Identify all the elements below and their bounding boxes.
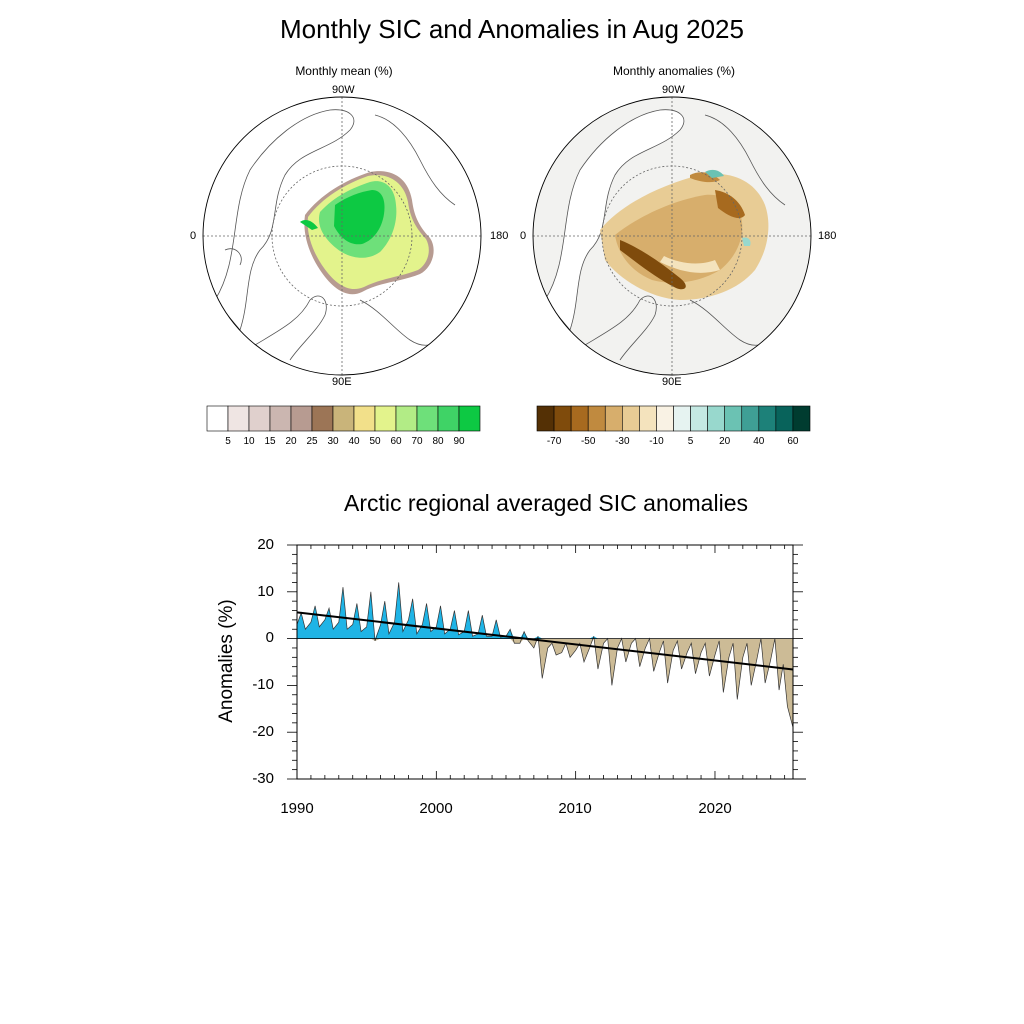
colorbar-box	[395, 405, 418, 432]
map1-colorbar	[206, 405, 481, 432]
colorbar-tick-label: -30	[615, 436, 630, 447]
colorbar-tick-label: 40	[348, 436, 360, 447]
colorbar-box	[673, 405, 691, 432]
colorbar-box	[311, 405, 334, 432]
colorbar-box	[707, 405, 725, 432]
timeseries-title: Arctic regional averaged SIC anomalies	[344, 490, 748, 516]
map2-boundary	[532, 96, 812, 376]
colorbar-box	[570, 405, 589, 432]
colorbar-box	[775, 405, 794, 432]
colorbar-box	[587, 405, 606, 432]
colorbar-tick-label: 50	[369, 436, 381, 447]
colorbar-box	[656, 405, 674, 432]
y-tick-label: 0	[265, 629, 274, 646]
map2-colorbar	[536, 405, 811, 432]
map1-lon-right: 180	[490, 230, 509, 242]
colorbar-box	[639, 405, 657, 432]
colorbar-tick-label: -70	[546, 436, 562, 447]
plot-frame	[296, 544, 794, 780]
map1-lon-bottom: 90E	[332, 376, 352, 388]
colorbar-tick-label: 10	[243, 436, 255, 447]
colorbar-box	[622, 405, 640, 432]
colorbar-box	[437, 405, 460, 432]
colorbar-tick-label: 30	[327, 436, 339, 447]
colorbar-box	[792, 405, 811, 432]
colorbar-tick-label: 15	[264, 436, 276, 447]
x-tick-label: 2010	[558, 800, 592, 817]
map2-lon-bottom: 90E	[662, 376, 682, 388]
colorbar-tick-label: 70	[411, 436, 423, 447]
colorbar-box	[353, 405, 376, 432]
x-tick-label: 2020	[698, 800, 732, 817]
colorbar-tick-label: 5	[225, 436, 231, 447]
y-tick-label: -30	[252, 770, 274, 787]
colorbar-tick-label: 5	[687, 436, 694, 447]
colorbar-tick-label: 60	[787, 436, 799, 447]
trend-line	[296, 611, 794, 671]
colorbar-box	[604, 405, 623, 432]
colorbar-tick-label: 40	[753, 436, 765, 447]
colorbar-box	[553, 405, 572, 432]
colorbar-box	[690, 405, 708, 432]
map1-lon-left: 0	[190, 230, 197, 242]
colorbar-box	[758, 405, 777, 432]
map1-lon-top: 90W	[332, 84, 355, 96]
maps-svg	[202, 96, 812, 432]
colorbar-box	[290, 405, 313, 432]
colorbar-box	[741, 405, 760, 432]
x-tick-label: 1990	[280, 800, 314, 817]
map1-boundary	[202, 96, 482, 376]
map1-polar-plot	[203, 97, 481, 375]
map2-lon-top: 90W	[662, 84, 685, 96]
map2-title: Monthly anomalies (%)	[612, 64, 736, 78]
positive-anomaly-area	[297, 582, 793, 639]
map2-lon-left: 0	[520, 230, 527, 242]
negative-anomaly-area	[297, 638, 793, 728]
map2-polar-plot	[533, 97, 811, 375]
colorbar-box	[269, 405, 292, 432]
x-tick-label: 2000	[419, 800, 453, 817]
colorbar-box	[416, 405, 439, 432]
y-tick-label: 10	[257, 583, 274, 600]
anomaly-series-line	[296, 582, 794, 728]
y-tick-label: -10	[252, 676, 274, 693]
colorbar-box	[724, 405, 743, 432]
map2-lon-right: 180	[818, 230, 837, 242]
colorbar-tick-label: 20	[285, 436, 297, 447]
colorbar-box	[458, 405, 481, 432]
colorbar-tick-label: 80	[432, 436, 444, 447]
colorbar-box	[332, 405, 355, 432]
colorbar-tick-label: 20	[719, 436, 731, 447]
colorbar-box	[206, 405, 229, 432]
main-title: Monthly SIC and Anomalies in Aug 2025	[280, 14, 744, 44]
colorbar-tick-label: -10	[649, 436, 664, 447]
colorbar-tick-label: -50	[580, 436, 596, 447]
colorbar-tick-label: 90	[453, 436, 465, 447]
colorbar-box	[374, 405, 397, 432]
y-tick-label: 20	[257, 536, 274, 553]
colorbar-box	[227, 405, 250, 432]
map1-title: Monthly mean (%)	[295, 64, 393, 78]
colorbar-box	[248, 405, 271, 432]
y-axis-label: Anomalies (%)	[216, 599, 237, 723]
colorbar-tick-label: 25	[306, 436, 318, 447]
y-tick-label: -20	[252, 723, 274, 740]
colorbar-tick-label: 60	[390, 436, 402, 447]
colorbar-box	[536, 405, 555, 432]
